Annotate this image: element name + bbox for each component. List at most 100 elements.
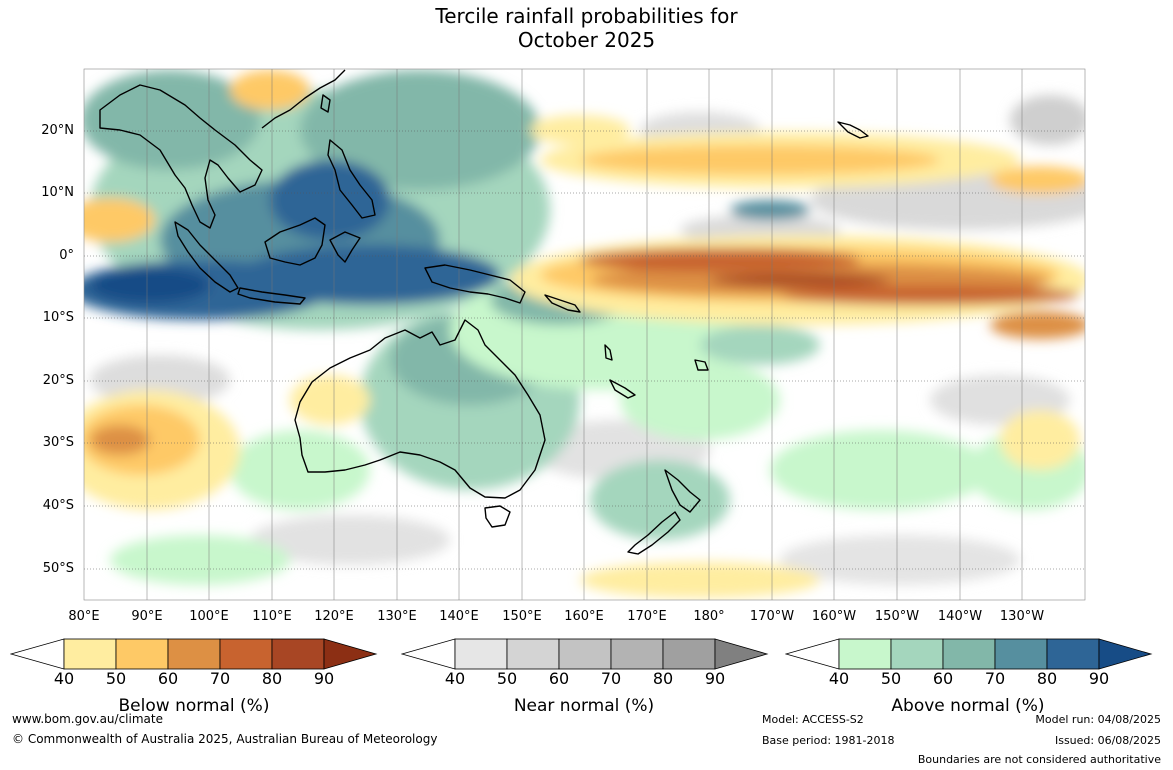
colorbar-below-segment	[167, 638, 221, 670]
lat-label-30s: 30°S	[42, 435, 74, 450]
map-field	[84, 69, 1085, 600]
lon-label-80e: 80°E	[68, 609, 100, 624]
map-title-line2: October 2025	[517, 28, 656, 52]
new-caledonia-outline	[609, 379, 636, 399]
lat-label-0: 0°	[59, 248, 74, 263]
graticule	[84, 130, 1085, 570]
hawaii-outline	[837, 121, 869, 139]
lon-label-170w: 170°W	[749, 609, 795, 624]
cb-below-tick-90: 90	[313, 669, 335, 688]
cb-below-tick-80: 80	[261, 669, 283, 688]
lon-label-160w: 160°W	[811, 609, 857, 624]
sumatra-outline	[174, 221, 239, 293]
cb-near-tick-80: 80	[652, 669, 674, 688]
colorbar-near-segment	[506, 638, 560, 670]
colorbar-above-title: Above normal (%)	[891, 696, 1045, 716]
sulawesi-outline	[329, 231, 361, 263]
borneo-outline	[264, 217, 326, 266]
colorbar-near-arrow-high	[714, 638, 769, 670]
boundaries-disclaimer: Boundaries are not considered authoritat…	[917, 753, 1161, 766]
map-title-line1: Tercile rainfall probabilities for	[435, 4, 738, 28]
cb-near-tick-50: 50	[496, 669, 518, 688]
colorbar-above-normal	[785, 638, 1153, 670]
colorbar-below-segment	[219, 638, 273, 670]
cb-above-tick-70: 70	[984, 669, 1006, 688]
lon-label-180: 180°	[693, 609, 725, 624]
new-zealand-south-outline	[627, 511, 681, 555]
lon-label-140w: 140°W	[937, 609, 983, 624]
lon-label-170e: 170°E	[627, 609, 667, 624]
colorbar-near-segment	[454, 638, 508, 670]
lat-label-20s: 20°S	[42, 373, 74, 388]
fiji-outline	[694, 359, 709, 371]
colorbar-below-arrow-high	[323, 638, 378, 670]
colorbar-near-segment	[610, 638, 664, 670]
lon-label-90e: 90°E	[131, 609, 163, 624]
copyright-text: © Commonwealth of Australia 2025, Austra…	[12, 732, 438, 746]
colorbar-below-arrow-low	[10, 638, 65, 670]
colorbar-near-normal	[401, 638, 769, 670]
colorbar-above-segment	[1046, 638, 1100, 670]
model-name: Model: ACCESS-S2	[762, 713, 864, 726]
lon-label-140e: 140°E	[439, 609, 479, 624]
java-outline	[237, 287, 306, 305]
mainland-se-asia-outline	[99, 84, 263, 229]
colorbar-below-title: Below normal (%)	[118, 696, 270, 716]
lon-label-110e: 110°E	[252, 609, 292, 624]
solomon-islands-outline	[544, 294, 581, 313]
cb-near-tick-70: 70	[600, 669, 622, 688]
colorbar-below-normal	[10, 638, 378, 670]
base-period: Base period: 1981-2018	[762, 734, 895, 747]
cb-above-tick-50: 50	[880, 669, 902, 688]
lat-label-10n: 10°N	[41, 185, 74, 200]
cb-above-tick-90: 90	[1088, 669, 1110, 688]
tasmania-outline	[484, 505, 511, 528]
colorbar-near-segment	[662, 638, 716, 670]
cb-below-tick-50: 50	[105, 669, 127, 688]
cb-below-tick-40: 40	[53, 669, 75, 688]
colorbar-below-segment	[115, 638, 169, 670]
colorbar-near-title: Near normal (%)	[513, 696, 655, 716]
lon-label-130w: 130°W	[999, 609, 1045, 624]
vanuatu-outline	[604, 344, 613, 361]
new-zealand-north-outline	[664, 469, 701, 513]
philippines-outline	[327, 139, 376, 219]
colorbar-above-segment	[890, 638, 944, 670]
cb-above-tick-60: 60	[932, 669, 954, 688]
model-run-date: Model run: 04/08/2025	[1035, 713, 1161, 726]
coastlines	[99, 69, 869, 555]
colorbar-below-segment	[271, 638, 325, 670]
map-title: Tercile rainfall probabilities for Octob…	[0, 4, 1173, 52]
lat-label-10s: 10°S	[42, 310, 74, 325]
rainfall-map	[83, 68, 1086, 601]
issued-date: Issued: 06/08/2025	[1054, 734, 1161, 747]
lat-label-50s: 50°S	[42, 561, 74, 576]
lon-label-130e: 130°E	[377, 609, 417, 624]
cb-near-tick-60: 60	[548, 669, 570, 688]
cb-below-tick-60: 60	[157, 669, 179, 688]
taiwan-outline	[320, 94, 331, 113]
new-guinea-outline	[424, 264, 526, 304]
cb-near-tick-40: 40	[444, 669, 466, 688]
website-link[interactable]: www.bom.gov.au/climate	[12, 712, 163, 726]
colorbar-near-segment	[558, 638, 612, 670]
colorbar-above-arrow-high	[1098, 638, 1153, 670]
lon-label-150w: 150°W	[874, 609, 920, 624]
lon-label-120e: 120°E	[314, 609, 354, 624]
cb-above-tick-80: 80	[1036, 669, 1058, 688]
lat-label-40s: 40°S	[42, 498, 74, 513]
lon-label-150e: 150°E	[502, 609, 542, 624]
lon-label-160e: 160°E	[564, 609, 604, 624]
cb-near-tick-90: 90	[704, 669, 726, 688]
colorbar-above-segment	[838, 638, 892, 670]
china-coast-outline	[261, 69, 346, 129]
cb-below-tick-70: 70	[209, 669, 231, 688]
lon-label-100e: 100°E	[189, 609, 229, 624]
colorbar-below-segment	[63, 638, 117, 670]
colorbar-above-segment	[942, 638, 996, 670]
cb-above-tick-40: 40	[828, 669, 850, 688]
colorbar-above-arrow-low	[785, 638, 840, 670]
lat-label-20n: 20°N	[41, 123, 74, 138]
colorbar-near-arrow-low	[401, 638, 456, 670]
australia-outline	[294, 319, 546, 499]
